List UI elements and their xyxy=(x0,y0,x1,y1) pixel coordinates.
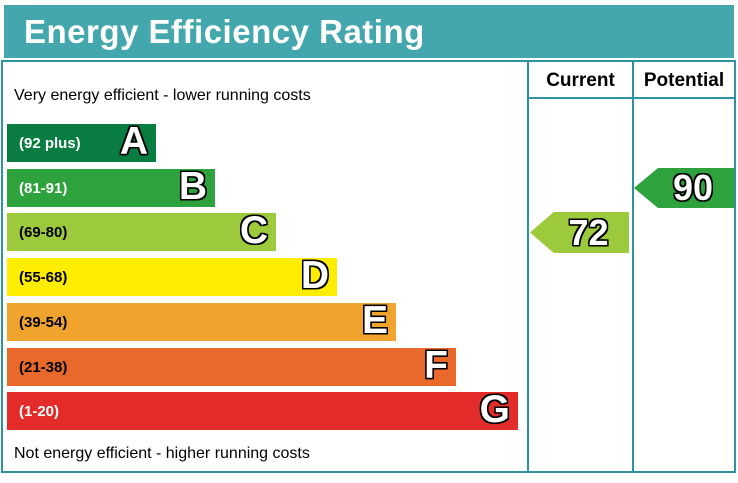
bottom-note: Not energy efficient - higher running co… xyxy=(14,445,310,462)
band-letter: D xyxy=(300,254,329,298)
column-header-underline xyxy=(527,97,735,99)
current-column-header: Current xyxy=(546,70,615,91)
current-rating-value: 72 xyxy=(568,211,609,253)
band-range-label: (81-91) xyxy=(19,179,68,197)
chart-title-bar: Energy Efficiency Rating xyxy=(4,5,734,58)
band-range-label: (55-68) xyxy=(19,268,68,286)
band-bar-a: (92 plus) A xyxy=(7,120,156,164)
band-bar-g: (1-20) G xyxy=(7,388,518,432)
current-column-divider xyxy=(527,60,529,473)
potential-column-header: Potential xyxy=(643,70,725,91)
band-range-label: (69-80) xyxy=(19,223,68,241)
potential-rating-value: 90 xyxy=(672,167,714,208)
potential-column-divider xyxy=(632,60,634,473)
band-letter: F xyxy=(424,344,448,388)
current-rating-arrow: 72 xyxy=(530,212,629,253)
band-range-label: (39-54) xyxy=(19,313,68,331)
potential-rating-arrow: 90 xyxy=(634,168,734,208)
band-bar-b: (81-91) B xyxy=(7,165,215,209)
chart-title: Energy Efficiency Rating xyxy=(24,12,425,50)
band-range-label: (21-38) xyxy=(19,358,68,376)
band-bar-d: (55-68) D xyxy=(7,254,337,298)
band-range-label: (1-20) xyxy=(19,402,60,420)
band-letter: G xyxy=(479,388,510,432)
band-letter: C xyxy=(239,209,268,253)
band-range-label: (92 plus) xyxy=(19,134,81,152)
band-bar-c: (69-80) C xyxy=(7,209,276,253)
band-bar-f: (21-38) F xyxy=(7,344,456,388)
band-letter: E xyxy=(361,299,388,343)
top-note: Very energy efficient - lower running co… xyxy=(14,87,311,104)
band-letter: A xyxy=(119,120,148,164)
band-letter: B xyxy=(178,165,207,209)
band-bar-e: (39-54) E xyxy=(7,299,396,343)
